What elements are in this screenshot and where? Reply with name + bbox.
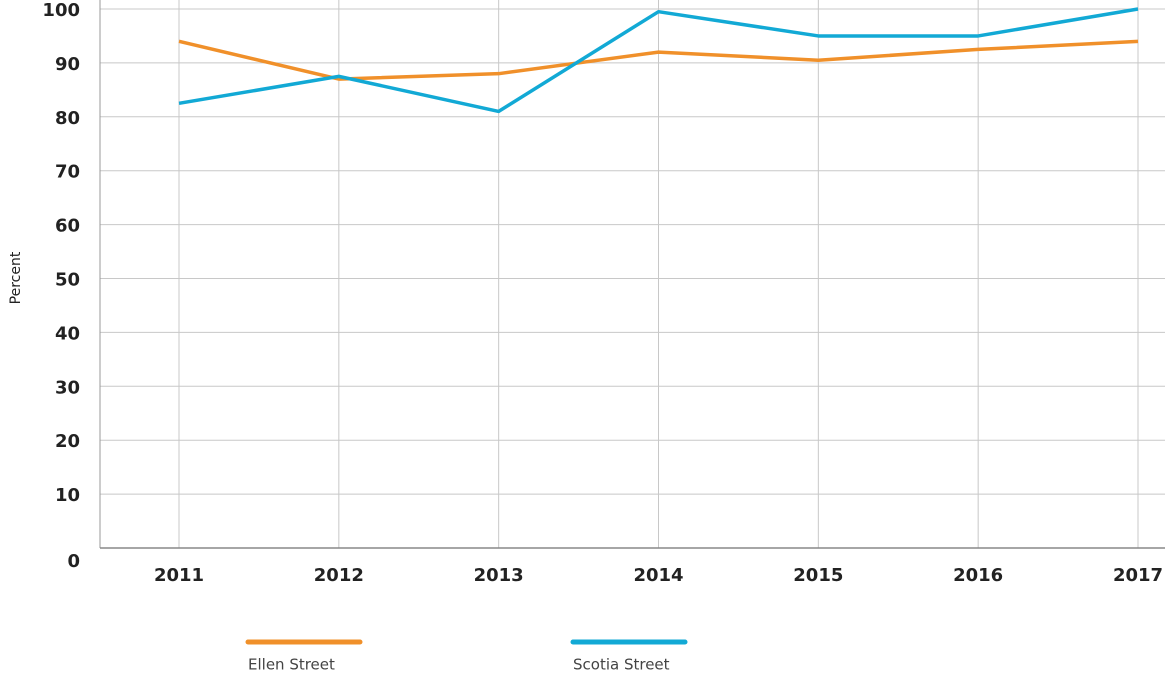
y-tick-label: 100	[42, 0, 80, 21]
x-tick-label: 2011	[154, 565, 204, 586]
x-tick-label: 2017	[1113, 565, 1163, 586]
y-tick-label: 0	[67, 551, 80, 572]
y-tick-label: 30	[55, 377, 80, 398]
y-tick-label: 40	[55, 323, 80, 344]
x-tick-label: 2013	[474, 565, 524, 586]
y-axis-label: Percent	[8, 251, 24, 304]
series-line	[178, 7, 1139, 114]
x-tick-label: 2014	[633, 565, 683, 586]
y-tick-label: 90	[55, 54, 80, 75]
x-tick-label: 2012	[314, 565, 364, 586]
y-tick-label: 50	[55, 270, 80, 291]
series-line	[178, 39, 1139, 81]
y-tick-label: 60	[55, 216, 80, 237]
x-tick-label: 2015	[793, 565, 843, 586]
legend-label: Scotia Street	[573, 656, 670, 674]
y-tick-label: 70	[55, 162, 80, 183]
legend-label: Ellen Street	[248, 656, 335, 674]
y-tick-label: 10	[55, 485, 80, 506]
x-tick-label: 2016	[953, 565, 1003, 586]
y-tick-label: 80	[55, 108, 80, 129]
y-tick-label: 20	[55, 431, 80, 452]
